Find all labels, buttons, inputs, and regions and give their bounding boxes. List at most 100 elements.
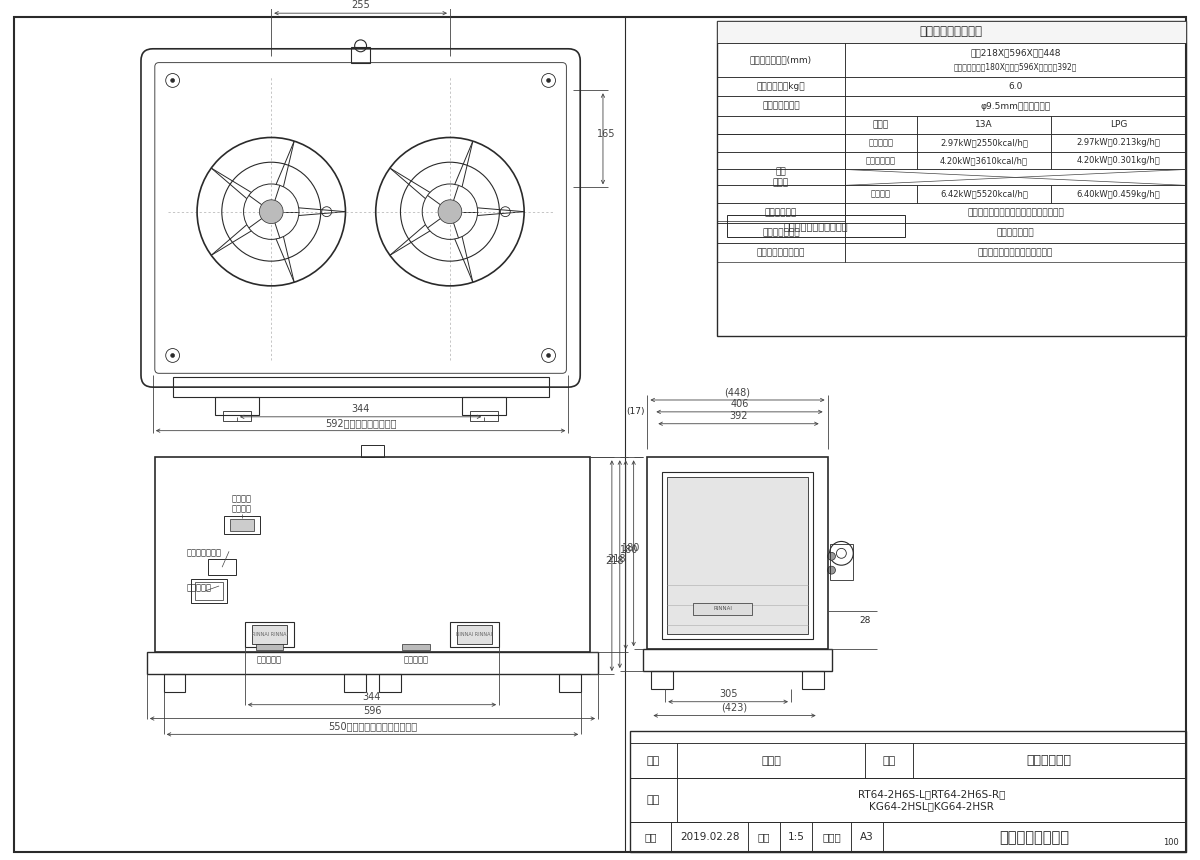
Text: 型式: 型式 <box>647 796 660 805</box>
Text: 550（ゴム足ピッチ・前後共）: 550（ゴム足ピッチ・前後共） <box>328 722 418 731</box>
Circle shape <box>170 353 175 358</box>
Text: 外　形　寸　法(mm): 外 形 寸 法(mm) <box>750 55 812 64</box>
Bar <box>677 778 1186 822</box>
Circle shape <box>828 552 835 560</box>
Bar <box>470 411 498 421</box>
Text: 仕　　　様　　　表: 仕 様 表 <box>919 26 983 39</box>
Text: 電　　　　源: 電 源 <box>764 208 797 218</box>
Text: ガステーブル: ガステーブル <box>1027 754 1072 767</box>
Text: 180: 180 <box>619 545 638 555</box>
Bar <box>230 519 253 531</box>
Text: 2019.02.28: 2019.02.28 <box>680 832 739 842</box>
Bar <box>829 544 853 580</box>
Bar <box>630 778 677 822</box>
Bar <box>360 445 384 458</box>
Bar <box>883 822 1186 852</box>
Text: 標準コンロ: 標準コンロ <box>869 138 894 147</box>
Bar <box>845 116 917 134</box>
Bar <box>865 743 913 778</box>
Bar <box>845 134 917 151</box>
Bar <box>917 134 1051 151</box>
Bar <box>215 397 259 415</box>
Text: 28: 28 <box>859 616 871 625</box>
Text: リンナイ株式会社: リンナイ株式会社 <box>1000 830 1069 845</box>
Bar <box>851 822 883 852</box>
Text: ＊図はーＬタイプラホス: ＊図はーＬタイプラホス <box>784 221 848 230</box>
Bar <box>252 624 287 644</box>
Text: トッププレート: トッププレート <box>762 228 800 237</box>
Text: 4.20kW（0.301kg/h）: 4.20kW（0.301kg/h） <box>1076 156 1160 165</box>
Bar <box>671 822 749 852</box>
Bar <box>677 743 865 778</box>
Text: 電池ケース: 電池ケース <box>186 583 211 593</box>
Bar <box>630 822 671 852</box>
Text: 255: 255 <box>352 0 370 10</box>
Bar <box>716 203 845 223</box>
Circle shape <box>438 200 462 224</box>
Text: ガス種: ガス種 <box>872 120 889 130</box>
Bar <box>155 458 590 652</box>
Bar <box>223 411 251 421</box>
Bar <box>917 185 1051 203</box>
Bar <box>146 652 598 674</box>
Text: 13A: 13A <box>976 120 992 130</box>
Bar <box>692 603 752 615</box>
Text: 6.42kW（5520kcal/h）: 6.42kW（5520kcal/h） <box>940 190 1027 199</box>
Bar <box>192 579 227 603</box>
Text: 強火力コンロ: 強火力コンロ <box>866 156 896 165</box>
Circle shape <box>259 200 283 224</box>
Text: RINNAI RINNAI: RINNAI RINNAI <box>456 632 492 637</box>
Text: 592（トッププレート）: 592（トッププレート） <box>325 418 396 427</box>
Text: 344: 344 <box>352 404 370 414</box>
Text: 品名: 品名 <box>882 756 895 765</box>
Text: 6.40kW（0.459kg/h）: 6.40kW（0.459kg/h） <box>1076 190 1160 199</box>
Text: 305: 305 <box>719 689 737 698</box>
Bar <box>716 169 845 185</box>
Text: （天板上面高さ180X天板幅596X天板奥行392）: （天板上面高さ180X天板幅596X天板奥行392） <box>954 62 1078 71</box>
Bar <box>559 674 581 691</box>
Bar <box>845 223 1186 243</box>
Bar <box>845 185 917 203</box>
Bar <box>845 96 1186 116</box>
Bar <box>163 674 186 691</box>
Bar <box>630 743 1186 778</box>
Text: 180: 180 <box>622 544 640 553</box>
Text: RINNAI: RINNAI <box>713 606 732 611</box>
Text: RT64-2H6S-L，RT64-2H6S-R，
KG64-2HSL，KG64-2HSR: RT64-2H6S-L，RT64-2H6S-R， KG64-2HSL，KG64-… <box>858 789 1006 811</box>
Text: 165: 165 <box>596 129 616 138</box>
Text: 2.97kW（2550kcal/h）: 2.97kW（2550kcal/h） <box>940 138 1027 147</box>
Bar <box>716 96 845 116</box>
Bar <box>716 243 845 262</box>
Text: 344: 344 <box>362 691 382 702</box>
Bar <box>667 477 808 635</box>
Bar <box>662 472 812 639</box>
Bar <box>716 43 845 77</box>
Text: 4.20kW（3610kcal/h）: 4.20kW（3610kcal/h） <box>940 156 1028 165</box>
Text: 全点火時: 全点火時 <box>871 190 890 199</box>
Text: LPG: LPG <box>1110 120 1127 130</box>
Bar <box>716 116 845 134</box>
Bar <box>1051 185 1186 203</box>
Bar <box>630 778 1186 822</box>
Text: 質　　　量〔kg〕: 質 量〔kg〕 <box>757 82 805 91</box>
Bar <box>917 116 1051 134</box>
Bar <box>630 743 677 778</box>
Text: 点火ロック: 点火ロック <box>403 655 428 665</box>
Text: ガス
消費量: ガス 消費量 <box>773 168 790 187</box>
Bar <box>845 169 1186 185</box>
Bar <box>224 516 259 533</box>
Bar <box>379 674 401 691</box>
Text: 1:5: 1:5 <box>787 832 804 842</box>
Text: (423): (423) <box>721 703 748 713</box>
Text: 外観図: 外観図 <box>761 756 781 765</box>
Text: 2.97kW（0.213kg/h）: 2.97kW（0.213kg/h） <box>1076 138 1160 147</box>
Bar <box>1051 151 1186 169</box>
Bar <box>343 674 366 691</box>
Bar <box>456 624 492 644</box>
Bar <box>811 822 851 852</box>
Bar <box>209 559 236 575</box>
Text: コンロ温度センサー: コンロ温度センサー <box>757 248 805 257</box>
Text: 名称: 名称 <box>647 756 660 765</box>
Circle shape <box>170 78 175 83</box>
Bar <box>727 215 905 237</box>
